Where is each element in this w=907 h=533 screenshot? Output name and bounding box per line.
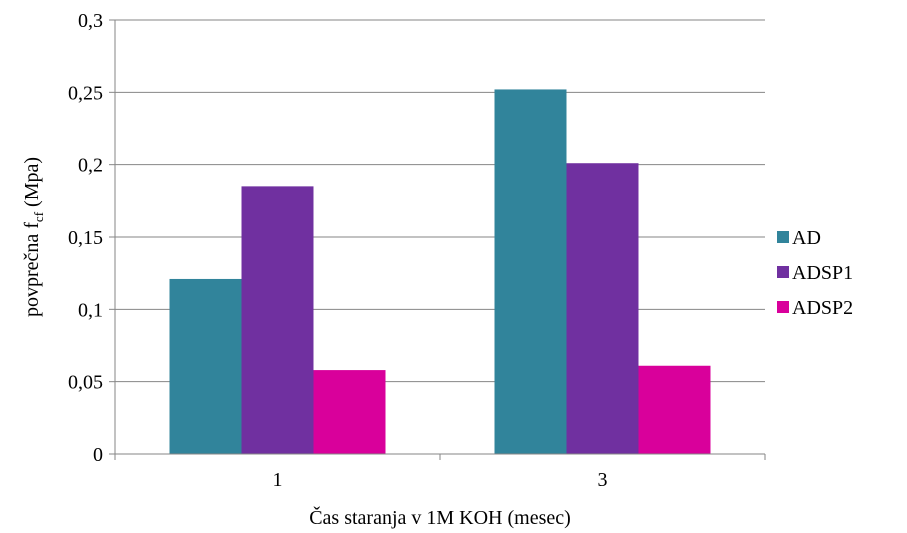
legend-label-adsp2: ADSP2 xyxy=(792,297,853,319)
bars xyxy=(169,89,711,454)
y-tick-label: 0,05 xyxy=(68,372,103,394)
legend-label-ad: AD xyxy=(792,227,821,249)
x-tick-label: 3 xyxy=(598,469,608,491)
bar-ad-1 xyxy=(169,278,242,454)
legend-swatch-adsp2 xyxy=(777,301,789,313)
bar-ad-3 xyxy=(494,89,567,454)
y-tick-label: 0,2 xyxy=(78,155,103,177)
y-axis-title-subscript: cf xyxy=(31,211,46,222)
y-tick-labels: 0 0,05 0,1 0,15 0,2 0,25 0,3 xyxy=(68,10,103,466)
bar-adsp1-3 xyxy=(566,163,639,454)
x-tick-label: 1 xyxy=(273,469,283,491)
bar-adsp1-1 xyxy=(241,186,314,454)
legend-label-adsp1: ADSP1 xyxy=(792,262,853,284)
legend: AD ADSP1 ADSP2 xyxy=(777,227,853,319)
y-tick-label: 0,25 xyxy=(68,82,103,104)
y-tick-label: 0,3 xyxy=(78,10,103,32)
y-tick-label: 0 xyxy=(93,444,103,466)
legend-swatch-adsp1 xyxy=(777,266,789,278)
y-tick-label: 0,1 xyxy=(78,299,103,321)
y-tick-label: 0,15 xyxy=(68,227,103,249)
y-axis-title-unit: (Mpa) xyxy=(21,157,43,212)
axes xyxy=(109,19,766,460)
y-axis-title-main: povprečna f xyxy=(21,222,43,317)
bar-adsp2-1 xyxy=(313,370,386,454)
legend-swatch-ad xyxy=(777,231,789,243)
bar-adsp2-3 xyxy=(638,365,711,454)
x-axis-title: Čas staranja v 1M KOH (mesec) xyxy=(309,505,571,529)
y-axis-title: povprečna fcf (Mpa) xyxy=(21,157,46,317)
